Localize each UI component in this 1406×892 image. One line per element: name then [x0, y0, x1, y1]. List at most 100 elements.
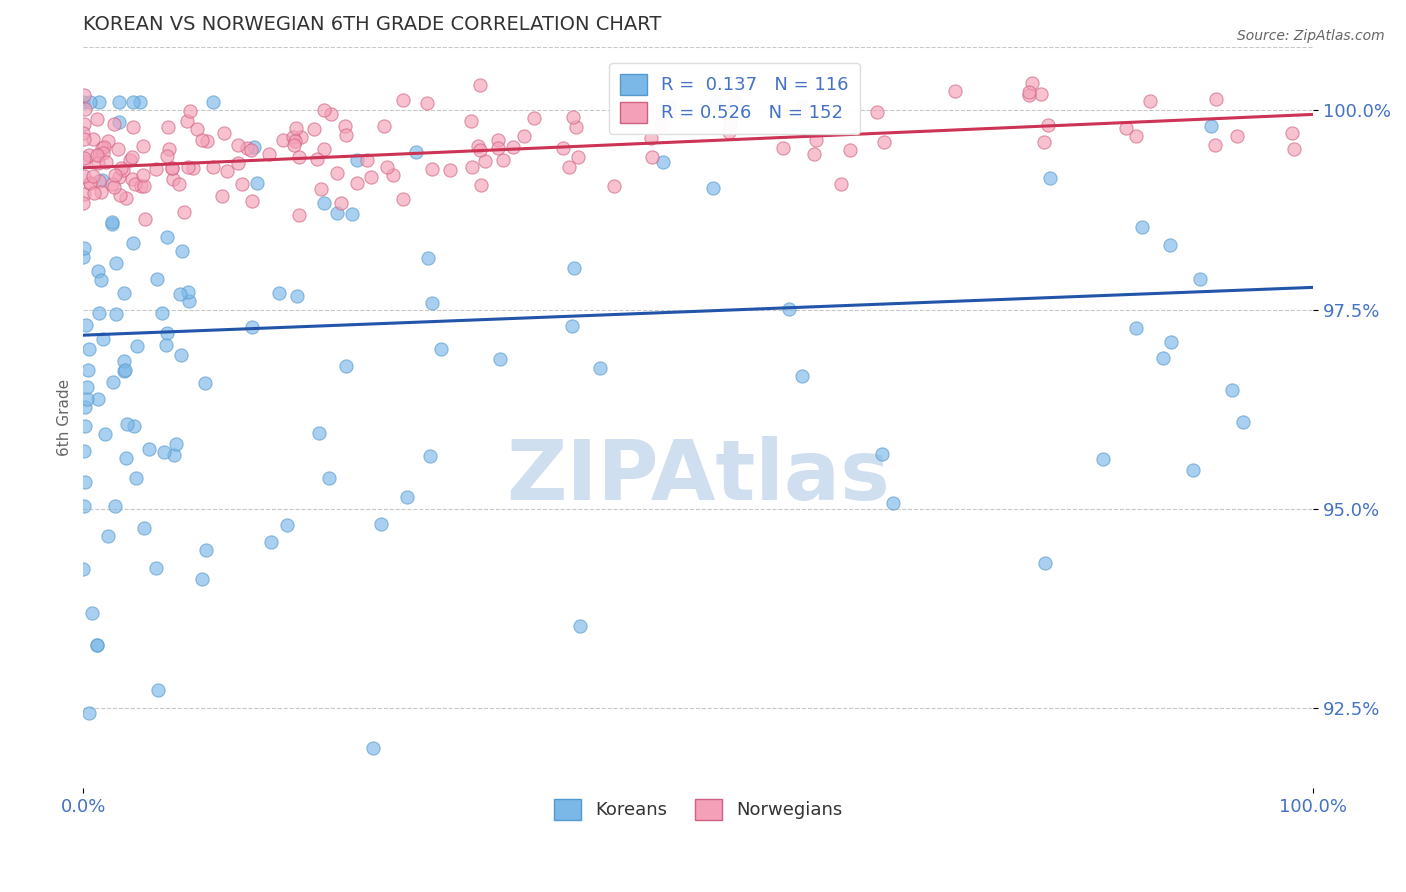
Point — [335, 359, 357, 373]
Point — [87, 147, 110, 161]
Point — [82, 132, 104, 146]
Point — [157, 120, 180, 135]
Point — [830, 177, 852, 191]
Point — [90, 186, 112, 200]
Point — [160, 161, 183, 176]
Point — [523, 112, 546, 126]
Point — [720, 117, 742, 131]
Point — [1182, 463, 1205, 477]
Point — [284, 120, 307, 135]
Point — [308, 425, 330, 440]
Point — [305, 153, 328, 167]
Point — [79, 342, 101, 356]
Point — [806, 132, 828, 146]
Point — [103, 117, 125, 131]
Point — [73, 169, 96, 183]
Point — [121, 172, 143, 186]
Point — [122, 419, 145, 434]
Point — [704, 95, 727, 110]
Point — [287, 289, 309, 303]
Point — [1281, 126, 1303, 140]
Point — [101, 217, 124, 231]
Point — [502, 140, 524, 154]
Point — [373, 119, 395, 133]
Point — [562, 110, 585, 124]
Point — [86, 148, 108, 162]
Point — [86, 638, 108, 652]
Point — [288, 151, 311, 165]
Point — [214, 127, 236, 141]
Point — [650, 118, 672, 132]
Point — [156, 326, 179, 341]
Point — [420, 161, 443, 176]
Point — [104, 307, 127, 321]
Point — [360, 169, 382, 184]
Point — [112, 364, 135, 378]
Point — [73, 153, 96, 168]
Text: KOREAN VS NORWEGIAN 6TH GRADE CORRELATION CHART: KOREAN VS NORWEGIAN 6TH GRADE CORRELATIO… — [83, 15, 662, 34]
Point — [202, 161, 225, 175]
Point — [194, 543, 217, 558]
Point — [565, 120, 588, 135]
Point — [97, 529, 120, 543]
Point — [290, 130, 312, 145]
Point — [73, 475, 96, 489]
Point — [246, 177, 269, 191]
Point — [87, 156, 110, 170]
Point — [160, 161, 183, 175]
Point — [396, 491, 419, 505]
Point — [195, 134, 218, 148]
Point — [97, 134, 120, 148]
Point — [792, 100, 814, 114]
Point — [588, 360, 610, 375]
Point — [114, 362, 136, 376]
Point — [211, 188, 233, 202]
Point — [640, 131, 662, 145]
Point — [159, 142, 181, 156]
Legend: Koreans, Norwegians: Koreans, Norwegians — [547, 792, 849, 827]
Point — [228, 155, 250, 169]
Point — [73, 499, 96, 513]
Point — [73, 103, 96, 117]
Point — [138, 442, 160, 457]
Point — [1033, 135, 1056, 149]
Point — [90, 173, 112, 187]
Point — [77, 363, 100, 377]
Point — [1115, 121, 1137, 136]
Point — [658, 100, 681, 114]
Point — [108, 115, 131, 129]
Point — [72, 562, 94, 576]
Point — [430, 342, 453, 356]
Point — [153, 445, 176, 459]
Point — [1091, 452, 1114, 467]
Point — [1125, 128, 1147, 143]
Point — [231, 177, 253, 191]
Point — [382, 168, 405, 182]
Point — [312, 103, 335, 118]
Point — [513, 128, 536, 143]
Point — [103, 179, 125, 194]
Point — [114, 450, 136, 465]
Point — [87, 95, 110, 110]
Point — [1282, 142, 1305, 156]
Point — [361, 741, 384, 756]
Text: ZIPAtlas: ZIPAtlas — [506, 436, 890, 517]
Point — [91, 332, 114, 346]
Point — [1220, 383, 1243, 397]
Point — [155, 338, 177, 352]
Point — [72, 95, 94, 110]
Point — [326, 166, 349, 180]
Point — [80, 606, 103, 620]
Text: Source: ZipAtlas.com: Source: ZipAtlas.com — [1237, 29, 1385, 44]
Point — [309, 182, 332, 196]
Point — [165, 436, 187, 450]
Point — [641, 150, 664, 164]
Point — [76, 380, 98, 394]
Point — [1199, 120, 1222, 134]
Point — [87, 306, 110, 320]
Point — [470, 178, 492, 192]
Point — [803, 146, 825, 161]
Point — [107, 95, 129, 110]
Point — [73, 241, 96, 255]
Point — [104, 499, 127, 513]
